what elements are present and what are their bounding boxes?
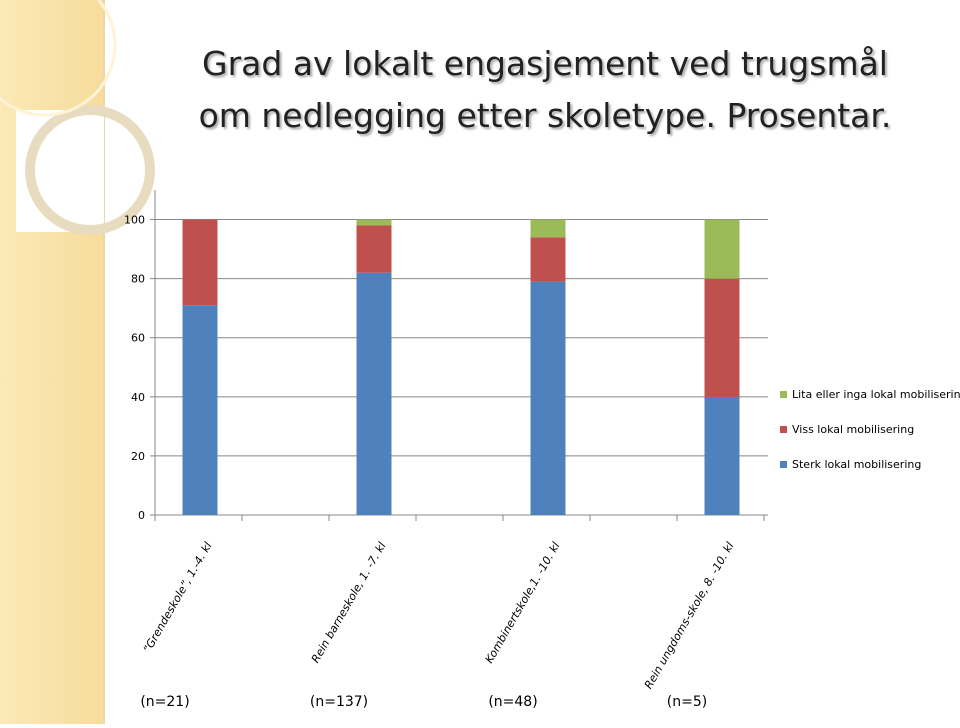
chart-title: Grad av lokalt engasjement ved trugsmål o… bbox=[199, 44, 892, 135]
n-label: (n=21) bbox=[140, 694, 189, 710]
deco-circle bbox=[25, 105, 155, 235]
x-tick-label: Rein ungdoms-skole, 8. -10. kl bbox=[642, 540, 737, 691]
x-tick-label: Rein barneskole, 1. -7. kl bbox=[309, 540, 389, 665]
y-tick-label: 40 bbox=[131, 391, 145, 404]
bar-segment bbox=[704, 278, 740, 397]
bar-segment bbox=[182, 219, 218, 306]
title-line: om nedlegging etter skoletype. Prosentar… bbox=[199, 96, 892, 135]
bar-segment bbox=[704, 396, 740, 515]
y-tick-label: 80 bbox=[131, 273, 145, 286]
legend-label: Sterk lokal mobilisering bbox=[792, 458, 921, 471]
deco-arc bbox=[0, 0, 117, 117]
legend-swatch bbox=[780, 426, 787, 433]
legend-label: Viss lokal mobilisering bbox=[792, 423, 914, 436]
legend-swatch bbox=[780, 461, 787, 468]
bar-segment bbox=[530, 237, 566, 282]
bar-segment bbox=[356, 219, 392, 226]
y-tick-label: 60 bbox=[131, 332, 145, 345]
bar-segment bbox=[530, 281, 566, 515]
y-tick-label: 20 bbox=[131, 450, 145, 463]
n-label: (n=137) bbox=[310, 694, 368, 710]
bar-segment bbox=[530, 219, 566, 238]
legend-swatch bbox=[780, 391, 787, 398]
x-tick-label: “Grendeskole”, 1.-4. kl bbox=[141, 540, 215, 655]
y-tick-label: 100 bbox=[124, 214, 145, 227]
legend-label: Lita eller inga lokal mobilisering bbox=[792, 388, 960, 401]
bar-segment bbox=[704, 219, 740, 279]
title-line: Grad av lokalt engasjement ved trugsmål bbox=[202, 44, 888, 83]
y-tick-label: 0 bbox=[138, 509, 145, 522]
x-tick-label: Kombinertskole,1. -10. kl bbox=[483, 540, 563, 666]
bar-segment bbox=[356, 225, 392, 273]
n-label: (n=48) bbox=[488, 694, 537, 710]
bar-segment bbox=[356, 272, 392, 515]
bar-segment bbox=[182, 305, 218, 515]
n-label: (n=5) bbox=[667, 694, 707, 710]
